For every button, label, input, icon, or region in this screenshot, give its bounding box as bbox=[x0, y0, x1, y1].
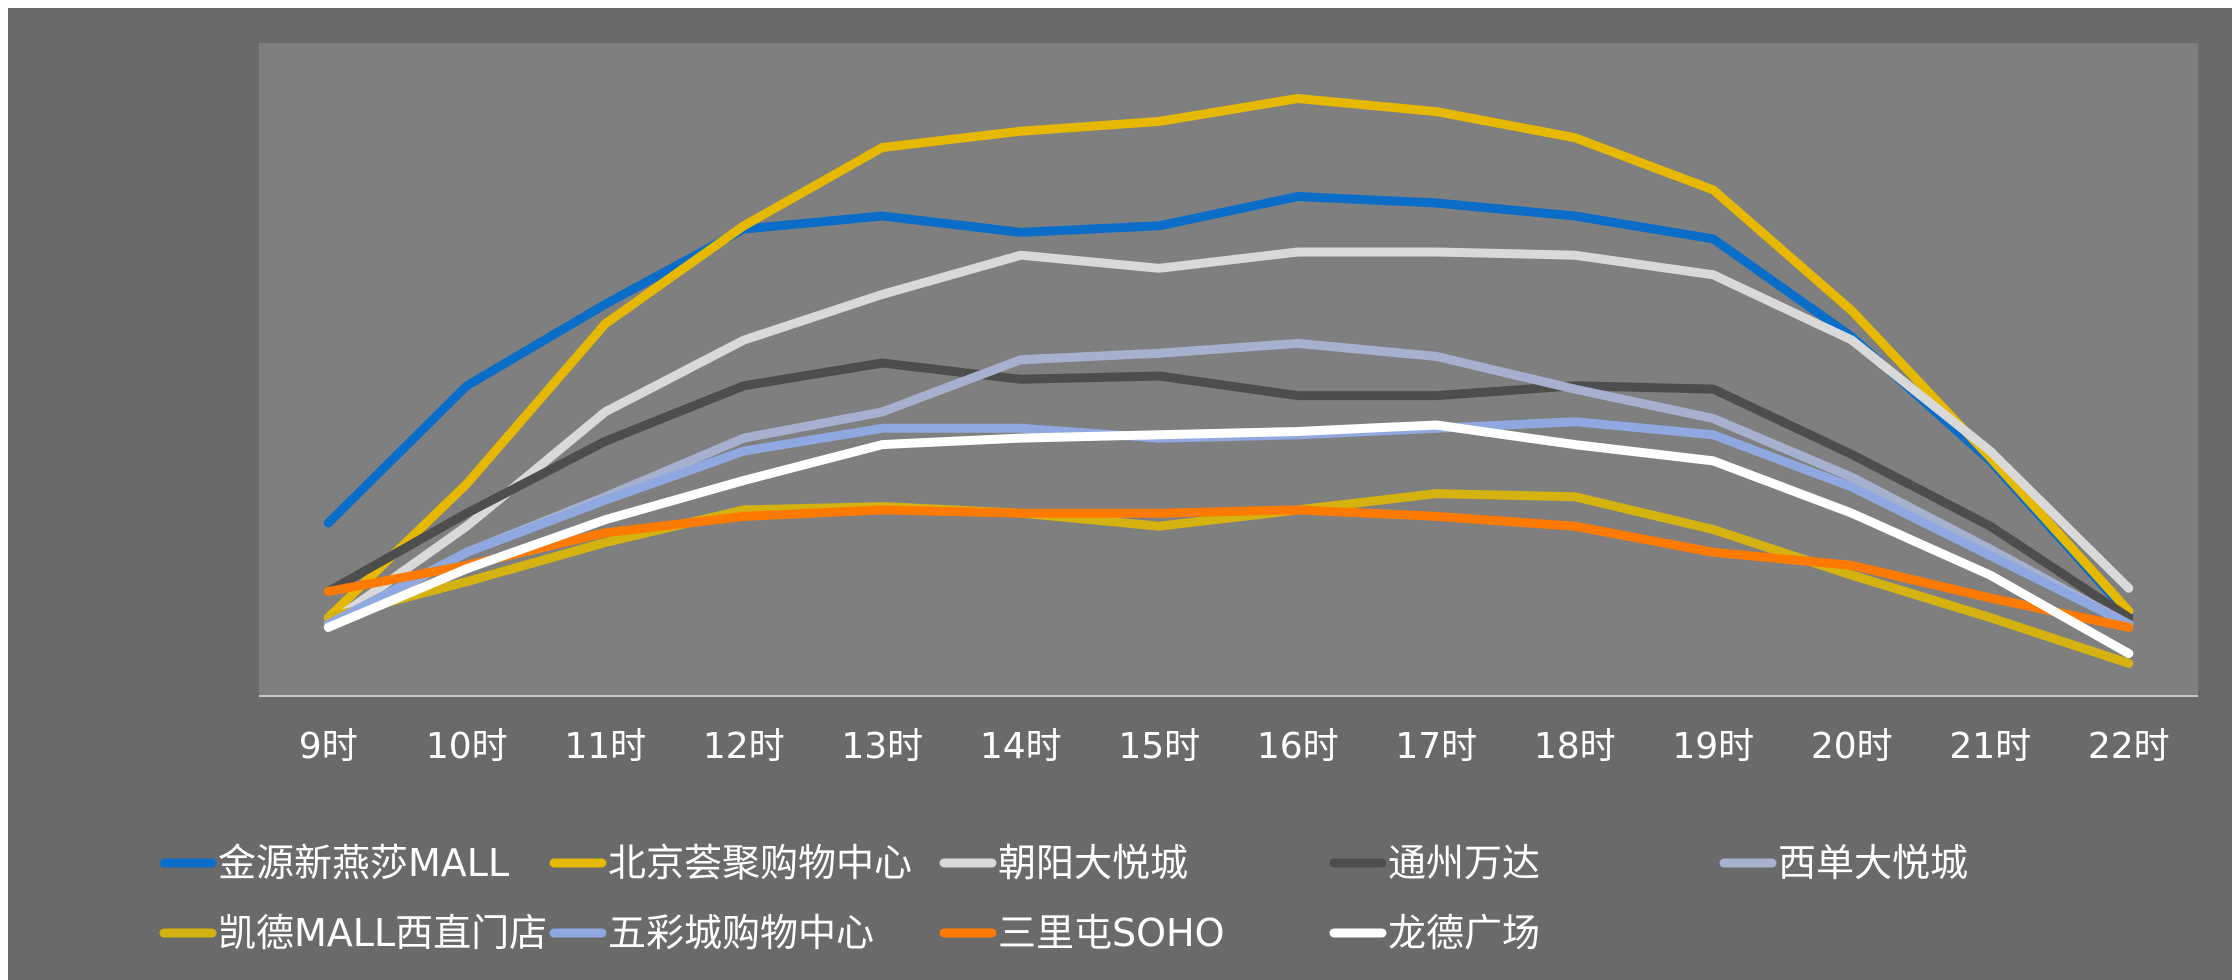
legend-item: 五彩城购物中心 bbox=[549, 911, 874, 955]
series-line-3 bbox=[323, 358, 2134, 623]
legend-item: 朝阳大悦城 bbox=[939, 841, 1188, 885]
plot-area bbox=[259, 43, 2198, 696]
legend-label: 五彩城购物中心 bbox=[608, 911, 874, 955]
x-tick-label: 21时 bbox=[1949, 726, 2031, 767]
x-tick-label: 20时 bbox=[1811, 726, 1893, 767]
x-tick-label: 9时 bbox=[299, 726, 358, 767]
x-tick-label: 19时 bbox=[1672, 726, 1754, 767]
series-line-7 bbox=[323, 505, 2134, 632]
legend-item: 通州万达 bbox=[1329, 841, 1540, 885]
series-line-1 bbox=[323, 94, 2134, 623]
legend-label: 朝阳大悦城 bbox=[998, 841, 1188, 885]
x-tick-label: 22时 bbox=[2088, 726, 2170, 767]
legend-item: 金源新燕莎MALL bbox=[159, 841, 509, 885]
x-tick-label: 12时 bbox=[703, 726, 785, 767]
x-axis-ticks: 9时 10时 11时 12时 13时 14时 15时 16时 17时 18时 19时 20时 21时 22… bbox=[299, 726, 2170, 767]
x-tick-label: 16时 bbox=[1257, 726, 1339, 767]
legend-item: 三里屯SOHO bbox=[939, 911, 1225, 955]
series-line-2 bbox=[323, 247, 2134, 629]
x-tick-label: 18时 bbox=[1534, 726, 1616, 767]
legend-label: 通州万达 bbox=[1388, 841, 1540, 885]
legend: 金源新燕莎MALL 北京荟聚购物中心 朝阳大悦城 通州万达 西单大悦城凯德MALL西直门… bbox=[159, 841, 1968, 955]
x-tick-label: 11时 bbox=[564, 726, 646, 767]
legend-label: 西单大悦城 bbox=[1778, 841, 1968, 885]
series-line-8 bbox=[323, 420, 2134, 659]
x-tick-label: 17时 bbox=[1395, 726, 1477, 767]
legend-item: 西单大悦城 bbox=[1719, 841, 1968, 885]
x-tick-label: 14时 bbox=[980, 726, 1062, 767]
x-tick-label: 13时 bbox=[841, 726, 923, 767]
series-line-0 bbox=[323, 192, 2134, 619]
legend-label: 凯德MALL西直门店 bbox=[218, 911, 547, 955]
legend-label: 三里屯SOHO bbox=[998, 911, 1225, 955]
legend-item: 凯德MALL西直门店 bbox=[159, 911, 547, 955]
legend-label: 龙德广场 bbox=[1388, 911, 1540, 955]
x-tick-label: 15时 bbox=[1118, 726, 1200, 767]
legend-label: 金源新燕莎MALL bbox=[218, 841, 509, 885]
legend-item: 龙德广场 bbox=[1329, 911, 1540, 955]
legend-item: 北京荟聚购物中心 bbox=[549, 841, 912, 885]
series-line-4 bbox=[323, 338, 2134, 632]
series-lines bbox=[323, 94, 2134, 668]
x-tick-label: 10时 bbox=[426, 726, 508, 767]
legend-label: 北京荟聚购物中心 bbox=[608, 841, 912, 885]
